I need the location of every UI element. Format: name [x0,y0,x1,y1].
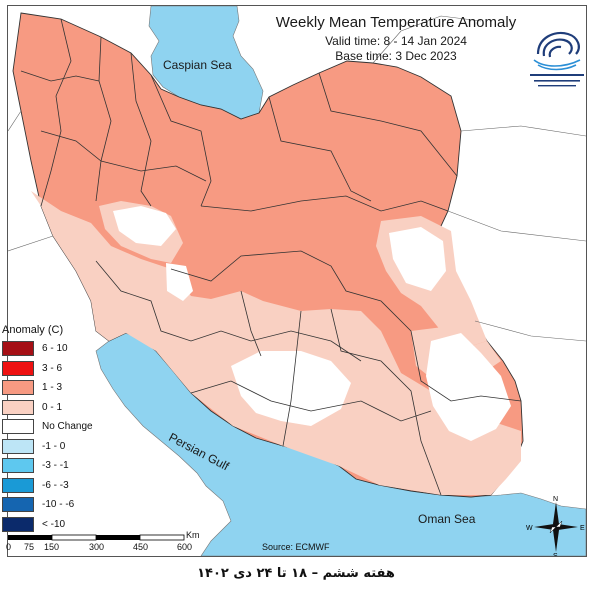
legend-label: 3 - 6 [42,362,63,374]
legend-label: -6 - -3 [42,479,69,491]
legend-item: 3 - 6 [2,359,102,379]
zone-0-1-west [31,191,521,495]
compass-rose-icon: N S W E [526,496,585,557]
compass-north: N [553,496,558,503]
legend-label: -3 - -1 [42,460,69,472]
legend-swatch [2,419,34,435]
scale-unit: Km [186,530,200,540]
legend-swatch [2,399,34,415]
zone-no-change-3 [231,351,351,426]
legend-label: -10 - -6 [42,499,75,511]
legend-label: No Change [42,421,93,433]
persian-caption: هفته ششم – ۱۸ تا ۲۴ دی ۱۴۰۲ [197,566,395,581]
legend-label: -1 - 0 [42,440,66,452]
scale-bar-graphic [8,534,185,541]
valid-time: Valid time: 8 - 14 Jan 2024 [325,34,467,48]
province-borders [20,18,522,496]
zone-no-change-5 [166,263,193,301]
legend-swatch [2,477,34,493]
legend-swatch [2,380,34,396]
anomaly-map [8,6,586,556]
legend-item: 0 - 1 [2,398,102,418]
scale-bar: Km 0 75 150 300 450 600 [0,530,200,554]
compass-west: W [526,525,533,532]
legend-item: -3 - -1 [2,456,102,476]
legend-item: < -10 [2,515,102,535]
legend-swatch [2,341,34,357]
legend-item: No Change [2,417,102,437]
source-credit: Source: ECMWF [262,542,330,552]
legend-item: 1 - 3 [2,378,102,398]
legend-label: 6 - 10 [42,343,68,355]
oman-sea-label: Oman Sea [418,512,476,526]
neighbour-borders [8,15,586,342]
scale-tick-600: 600 [177,542,193,552]
legend-label: 0 - 1 [42,401,63,413]
legend-label: 1 - 3 [42,382,63,394]
legend-swatch [2,516,34,532]
legend-label: < -10 [42,518,66,530]
scale-tick-450: 450 [133,542,149,552]
base-time: Base time: 3 Dec 2023 [335,49,457,63]
map-frame: Weekly Mean Temperature Anomaly Valid ti… [7,5,587,557]
zone-no-change-1 [113,206,176,246]
institute-logo [530,31,584,87]
legend-swatch [2,497,34,513]
compass-south: S [553,553,558,557]
legend-item: -10 - -6 [2,495,102,515]
map-title: Weekly Mean Temperature Anomaly [275,14,517,31]
legend-swatch [2,458,34,474]
zone-no-change-4 [426,333,511,441]
scale-tick-0: 0 [6,542,12,552]
legend-items: 6 - 10 3 - 6 1 - 3 0 - 1 No Change -1 - 0 -3 -… [2,339,102,534]
scale-tick-300: 300 [89,542,105,552]
legend-item: -6 - -3 [2,476,102,496]
zone-no-change-2 [389,227,446,291]
legend-item: -1 - 0 [2,437,102,457]
legend-swatch [2,438,34,454]
scale-tick-150: 150 [44,542,60,552]
caspian-sea-label: Caspian Sea [163,58,232,72]
compass-east: E [580,525,585,532]
legend-item: 6 - 10 [2,339,102,359]
legend-title: Anomaly (C) [2,324,64,336]
scale-tick-75: 75 [24,542,35,552]
legend-swatch [2,360,34,376]
legend: Anomaly (C) 6 - 10 3 - 6 1 - 3 0 - 1 No Chan… [2,324,102,534]
